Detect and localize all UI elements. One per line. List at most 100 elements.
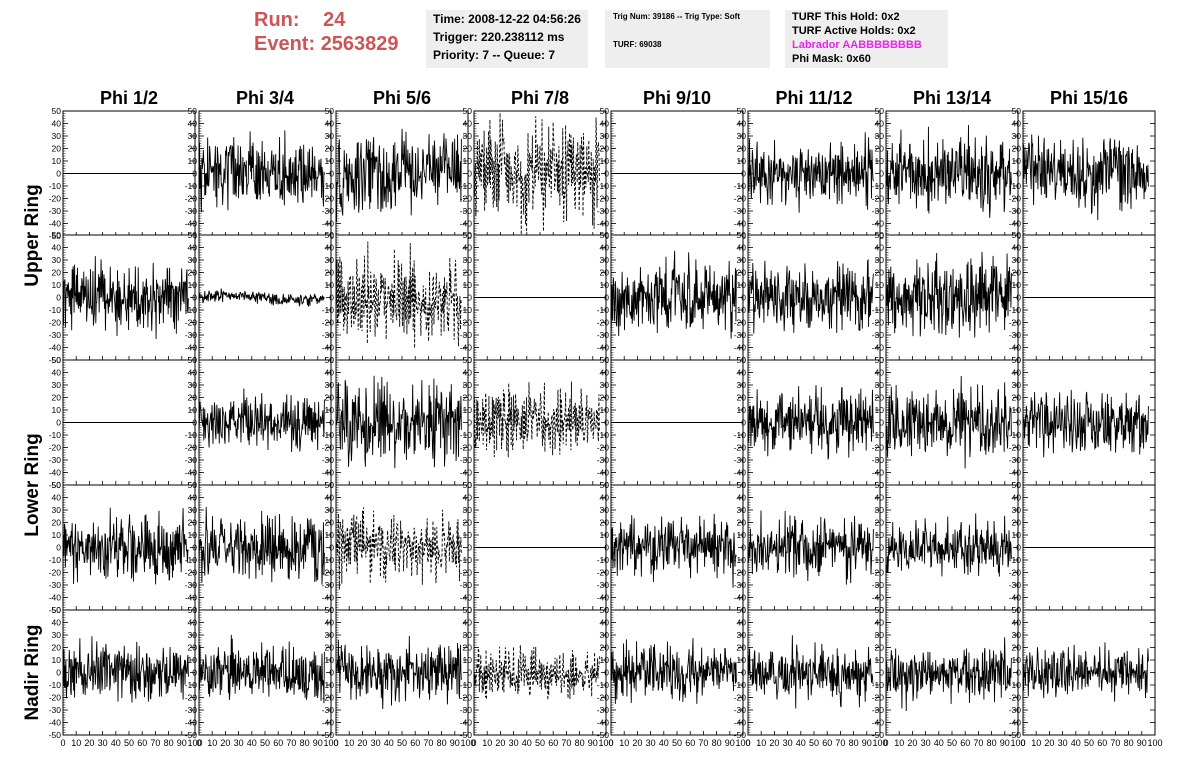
y-tick-label-r5c7: 20 — [875, 643, 885, 653]
y-tick-label-r3c8: 50 — [1012, 355, 1022, 365]
waveform-r2c1 — [62, 256, 189, 339]
y-tick-label-r3c5: 50 — [600, 355, 610, 365]
y-tick-label-r1c3: -40 — [322, 219, 335, 229]
y-tick-label-r5c8: 0 — [1016, 668, 1021, 678]
x-tick-label-r5c5: 70 — [698, 738, 708, 748]
y-tick-label-r5c3: -40 — [322, 718, 335, 728]
y-tick-label-r5c2: -20 — [185, 693, 198, 703]
y-tick-label-r3c5: -20 — [597, 443, 610, 453]
y-tick-label-r3c8: 40 — [1012, 368, 1022, 378]
y-tick-label-r5c8: -10 — [1009, 680, 1022, 690]
x-tick-label-r5c5: 40 — [659, 738, 669, 748]
waveform-r5c1 — [62, 636, 189, 703]
y-tick-label-r4c1: 30 — [52, 505, 62, 515]
x-tick-label-r5c3: 60 — [410, 738, 420, 748]
y-tick-label-r1c3: 40 — [325, 119, 335, 129]
x-tick-label-r5c2: 10 — [207, 738, 217, 748]
y-tick-label-r2c3: 20 — [325, 268, 335, 278]
y-tick-label-r3c8: 0 — [1016, 418, 1021, 428]
y-tick-label-r4c8: 0 — [1016, 543, 1021, 553]
y-tick-label-r2c1: 10 — [52, 280, 62, 290]
ring-label-0: Upper Ring — [22, 184, 43, 286]
x-tick-label-r5c8: 80 — [1124, 738, 1134, 748]
x-tick-label-r5c7: 80 — [987, 738, 997, 748]
y-tick-label-r4c6: -40 — [734, 593, 747, 603]
y-tick-label-r5c8: -40 — [1009, 718, 1022, 728]
y-tick-label-r5c2: -10 — [185, 680, 198, 690]
y-tick-label-r2c8: -30 — [1009, 330, 1022, 340]
x-tick-label-r5c1: 90 — [177, 738, 187, 748]
y-tick-label-r4c4: -20 — [460, 568, 473, 578]
y-tick-label-r3c2: -30 — [185, 455, 198, 465]
y-tick-label-r1c3: 0 — [329, 169, 334, 179]
y-tick-label-r2c7: 40 — [875, 243, 885, 253]
turf-num-text: TURF: 69038 — [613, 40, 662, 49]
y-tick-label-r2c4: -30 — [460, 330, 473, 340]
y-tick-label-r2c2: 40 — [188, 243, 198, 253]
y-tick-label-r1c7: 30 — [875, 131, 885, 141]
y-tick-label-r5c2: 30 — [188, 630, 198, 640]
x-tick-label-r5c2: 100 — [323, 738, 338, 748]
y-tick-label-r4c3: 20 — [325, 518, 335, 528]
y-tick-label-r2c1: 40 — [52, 243, 62, 253]
y-tick-label-r3c1: 0 — [56, 418, 61, 428]
y-tick-label-r3c3: 30 — [325, 380, 335, 390]
y-tick-label-r3c7: -10 — [872, 430, 885, 440]
y-tick-label-r3c7: 20 — [875, 393, 885, 403]
column-header-4: Phi 7/8 — [511, 88, 569, 108]
y-tick-label-r3c6: 30 — [737, 380, 747, 390]
y-tick-label-r4c1: 0 — [56, 543, 61, 553]
y-tick-label-r3c2: -10 — [185, 430, 198, 440]
y-tick-label-r5c8: 30 — [1012, 630, 1022, 640]
y-tick-label-r5c6: -40 — [734, 718, 747, 728]
y-tick-label-r5c6: -10 — [734, 680, 747, 690]
y-tick-label-r4c5: 0 — [604, 543, 609, 553]
x-tick-label-r5c2: 60 — [273, 738, 283, 748]
y-tick-label-r2c8: 40 — [1012, 243, 1022, 253]
y-tick-label-r1c4: -40 — [460, 219, 473, 229]
y-tick-label-r2c5: 20 — [600, 268, 610, 278]
y-tick-label-r5c4: 40 — [463, 618, 473, 628]
y-tick-label-r4c2: -10 — [185, 555, 198, 565]
y-tick-label-r4c4: 50 — [463, 480, 473, 490]
y-tick-label-r4c7: 30 — [875, 505, 885, 515]
x-tick-label-r5c3: 100 — [460, 738, 475, 748]
y-tick-label-r5c6: 0 — [741, 668, 746, 678]
y-tick-label-r3c5: 0 — [604, 418, 609, 428]
x-tick-label-r5c4: 40 — [522, 738, 532, 748]
y-tick-label-r3c5: 30 — [600, 380, 610, 390]
y-tick-label-r5c7: -20 — [872, 693, 885, 703]
y-tick-label-r2c2: -10 — [185, 305, 198, 315]
y-tick-label-r4c8: 30 — [1012, 505, 1022, 515]
y-tick-label-r5c6: 50 — [737, 605, 747, 615]
y-tick-label-r5c4: -10 — [460, 680, 473, 690]
event-label: Event: — [254, 33, 316, 55]
y-tick-label-r1c6: -10 — [734, 181, 747, 191]
y-tick-label-r2c8: 50 — [1012, 230, 1022, 240]
y-tick-label-r2c4: 30 — [463, 255, 473, 265]
x-tick-label-r5c8: 20 — [1044, 738, 1054, 748]
x-tick-label-r5c5: 30 — [646, 738, 656, 748]
y-tick-label-r2c8: 20 — [1012, 268, 1022, 278]
y-tick-label-r1c4: 10 — [463, 156, 473, 166]
y-tick-label-r5c6: -30 — [734, 705, 747, 715]
y-tick-label-r3c5: -10 — [597, 430, 610, 440]
x-tick-label-r5c8: 40 — [1071, 738, 1081, 748]
y-tick-label-r2c5: -30 — [597, 330, 610, 340]
y-tick-label-r1c6: -30 — [734, 206, 747, 216]
y-tick-label-r5c5: -50 — [597, 730, 610, 740]
y-tick-label-r5c2: 10 — [188, 655, 198, 665]
y-tick-label-r1c2: 20 — [188, 144, 198, 154]
y-tick-label-r3c7: 50 — [875, 355, 885, 365]
y-tick-label-r3c1: 10 — [52, 405, 62, 415]
column-header-1: Phi 1/2 — [100, 88, 158, 108]
x-tick-label-r5c5: 60 — [685, 738, 695, 748]
y-tick-label-r5c1: 50 — [52, 605, 62, 615]
y-tick-label-r2c8: -40 — [1009, 343, 1022, 353]
y-tick-label-r5c1: -20 — [49, 693, 62, 703]
y-tick-label-r5c5: -40 — [597, 718, 610, 728]
y-tick-label-r4c8: -30 — [1009, 580, 1022, 590]
y-tick-label-r1c8: 50 — [1012, 106, 1022, 116]
y-tick-label-r4c5: -30 — [597, 580, 610, 590]
panel-frame-r1c6 — [747, 110, 881, 237]
